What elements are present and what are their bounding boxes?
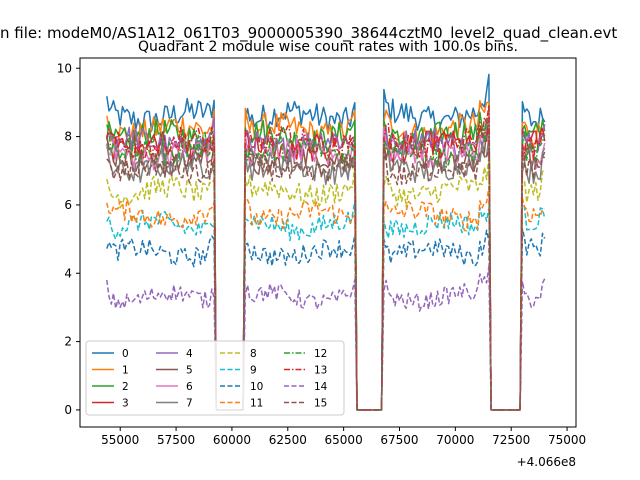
legend-label: 0 <box>122 348 129 360</box>
legend-label: 1 <box>122 365 129 377</box>
x-tick-label: 60000 <box>213 433 251 447</box>
series-line-1 <box>106 100 546 411</box>
series-line-11 <box>106 186 545 411</box>
legend-label: 5 <box>186 365 193 377</box>
legend-label: 2 <box>122 381 129 393</box>
series-line-7 <box>106 135 546 411</box>
series-line-4 <box>106 116 546 411</box>
y-tick-label: 10 <box>57 61 72 75</box>
series-line-15 <box>106 148 546 411</box>
legend-frame <box>85 340 345 416</box>
legend-label: 8 <box>250 348 257 360</box>
x-tick-label: 55000 <box>101 433 139 447</box>
legend-label: 4 <box>186 348 193 360</box>
x-tick-label: 75000 <box>548 433 586 447</box>
legend-label: 13 <box>314 365 327 377</box>
y-tick-label: 6 <box>64 198 72 212</box>
x-tick-label: 72500 <box>492 433 530 447</box>
y-tick-label: 8 <box>64 130 72 144</box>
legend-label: 7 <box>186 398 193 410</box>
series-line-12 <box>106 117 546 411</box>
x-tick-label: 65000 <box>325 433 363 447</box>
x-tick-label: 57500 <box>157 433 195 447</box>
legend-label: 3 <box>122 398 129 410</box>
x-tick-label: 70000 <box>436 433 474 447</box>
legend-label: 12 <box>314 348 327 360</box>
series-line-10 <box>106 228 546 411</box>
x-tick-label: 67500 <box>380 433 418 447</box>
legend-label: 9 <box>250 365 257 377</box>
plot-frame <box>79 57 577 428</box>
y-tick-label: 4 <box>64 266 72 280</box>
series-line-9 <box>106 199 546 411</box>
legend-label: 10 <box>250 381 263 393</box>
series-line-0 <box>106 73 546 411</box>
figure-suptitle: n file: modeM0/AS1A12_061T03_9000005390_… <box>0 24 617 43</box>
chart-title: Quadrant 2 module wise count rates with … <box>138 39 518 55</box>
y-tick-label: 2 <box>64 335 72 349</box>
plot-area <box>79 57 577 428</box>
legend-label: 6 <box>186 381 193 393</box>
legend-label: 15 <box>314 398 327 410</box>
x-tick-label: 62500 <box>269 433 307 447</box>
y-tick-label: 0 <box>64 403 72 417</box>
x-axis: 55000 57500 60000 62500 65000 67500 70000 72500… <box>101 427 586 447</box>
series-line-5 <box>106 122 546 411</box>
series-line-13 <box>106 104 546 411</box>
series-layer <box>106 73 546 411</box>
series-line-8 <box>106 156 545 411</box>
series-line-14 <box>106 265 546 411</box>
legend-label: 14 <box>314 381 328 393</box>
x-offset-label: +4.066e8 <box>517 455 576 469</box>
legend-label: 11 <box>250 398 263 410</box>
y-axis: 0 2 4 6 8 10 <box>57 61 80 417</box>
